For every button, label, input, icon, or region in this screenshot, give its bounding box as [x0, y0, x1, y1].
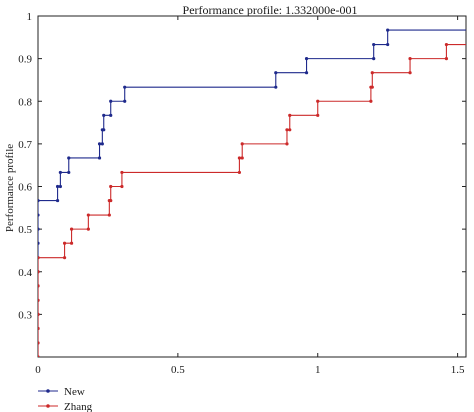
data-point: [67, 156, 71, 160]
y-tick-label: 0.5: [18, 224, 32, 236]
data-point: [304, 71, 309, 75]
x-tick-label: 1.5: [451, 364, 465, 376]
legend-label-new: New: [64, 386, 85, 398]
data-point: [97, 142, 102, 146]
data-point: [38, 256, 40, 260]
data-point: [62, 241, 67, 245]
data-point: [288, 128, 292, 132]
data-point: [408, 71, 412, 75]
data-point: [444, 57, 449, 61]
data-point: [107, 213, 111, 217]
legend-marker-zhang: [46, 404, 50, 408]
data-point: [38, 241, 40, 245]
data-point: [369, 99, 373, 103]
y-tick-label: 0.8: [18, 96, 32, 108]
data-point: [38, 198, 40, 203]
data-point: [55, 198, 60, 203]
y-tick-label: 1: [27, 11, 33, 23]
data-point: [109, 99, 113, 103]
data-point: [100, 142, 104, 146]
data-point: [38, 341, 40, 345]
data-point: [38, 326, 40, 331]
data-point: [123, 99, 127, 103]
data-point: [69, 227, 74, 231]
x-tick-label: 1: [315, 364, 321, 376]
data-point: [288, 113, 292, 117]
y-tick-label: 0.4: [18, 267, 32, 279]
data-point: [38, 213, 40, 217]
data-point: [372, 42, 376, 47]
y-tick-label: 0.9: [18, 54, 32, 66]
data-point: [102, 113, 106, 117]
y-tick-label: 0.6: [18, 182, 32, 194]
y-tick-label: 0.7: [18, 139, 32, 151]
data-point: [38, 355, 40, 357]
data-point: [69, 241, 74, 245]
data-point: [55, 184, 60, 189]
data-point: [240, 142, 244, 146]
data-point: [86, 213, 90, 217]
data-point: [120, 184, 124, 189]
data-point: [316, 113, 320, 117]
data-point: [38, 312, 40, 316]
data-point: [274, 71, 278, 75]
data-point: [67, 170, 71, 175]
series-zhang: [38, 42, 466, 357]
data-point: [444, 42, 449, 47]
legend: New Zhang: [38, 386, 93, 412]
x-tick-label: 0: [35, 364, 41, 376]
axes-frame: [37, 15, 467, 358]
data-point: [285, 128, 289, 132]
data-point: [38, 298, 40, 302]
data-point: [386, 28, 390, 32]
data-point: [109, 184, 113, 189]
y-tick-label: 0.3: [18, 309, 32, 321]
data-point: [97, 156, 102, 160]
data-point: [240, 156, 244, 160]
series-line-new: [38, 29, 466, 357]
data-point: [109, 113, 113, 117]
y-axis-label: Performance profile: [4, 144, 16, 232]
data-point: [386, 42, 390, 47]
data-point: [408, 57, 412, 61]
data-point: [237, 156, 242, 160]
data-point: [274, 85, 278, 89]
series-line-zhang: [38, 44, 466, 357]
legend-marker-new: [46, 389, 50, 393]
data-point: [304, 57, 309, 61]
legend-label-zhang: Zhang: [64, 401, 93, 412]
data-point: [38, 270, 40, 274]
data-point: [86, 227, 90, 231]
plot-area: 0 0.5 1 1.5 0.3 0.4 0.5 0.6 0.7 0.8 0.9 1: [18, 11, 467, 376]
data-point: [123, 85, 127, 89]
data-point: [109, 198, 113, 203]
series-new: [38, 28, 466, 357]
data-point: [58, 170, 62, 175]
data-point: [316, 99, 320, 103]
data-point: [370, 71, 374, 75]
data-point: [102, 128, 106, 132]
data-point: [372, 57, 376, 61]
data-point: [58, 184, 62, 189]
x-tick-label: 0.5: [171, 364, 185, 376]
data-point: [38, 227, 40, 231]
data-point: [62, 256, 67, 260]
data-point: [237, 170, 242, 175]
data-point: [370, 85, 374, 89]
chart-title: Performance profile: 1.332000e-001: [183, 3, 358, 17]
data-point: [285, 142, 289, 146]
data-point: [120, 170, 124, 175]
data-point: [38, 284, 40, 288]
